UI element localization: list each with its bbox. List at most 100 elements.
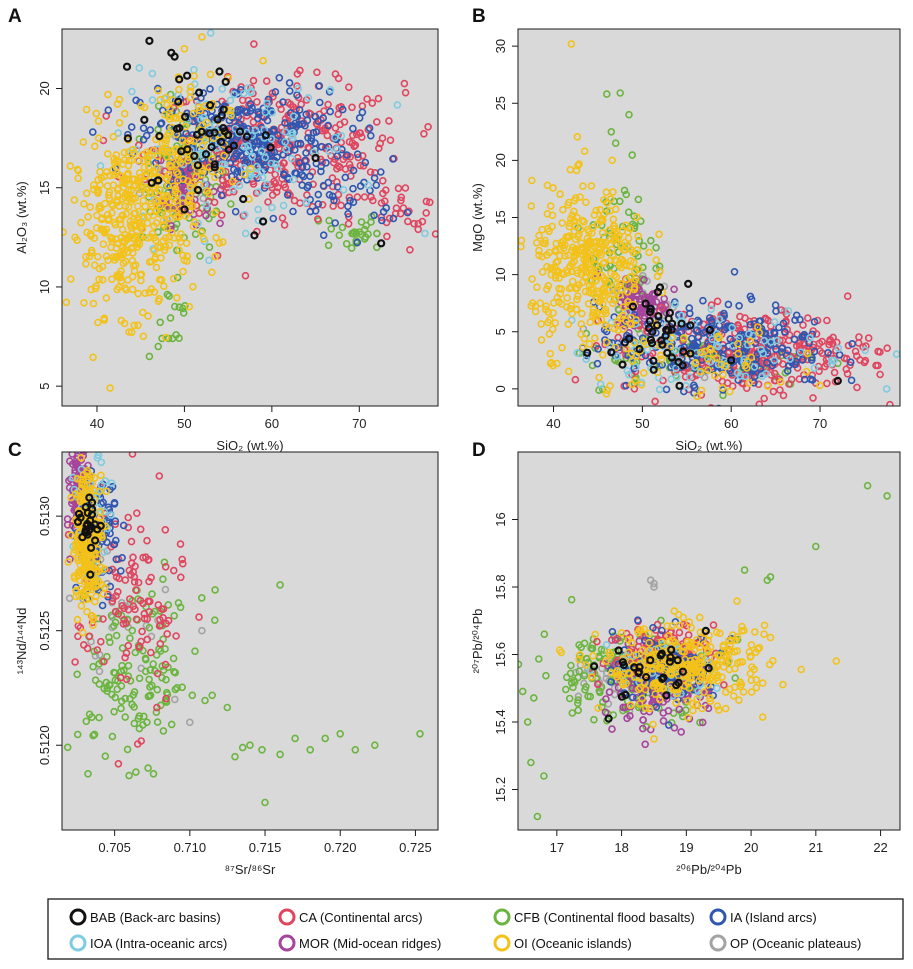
point-ioa: [333, 145, 341, 153]
point-cfb: [102, 678, 111, 687]
x-axis-label: ⁸⁷Sr/⁸⁶Sr: [225, 862, 276, 877]
point-ca: [431, 230, 438, 238]
point-ioa: [100, 548, 108, 556]
point-ioa: [632, 363, 640, 371]
point-cfb: [42, 680, 48, 686]
point-oi: [747, 641, 756, 649]
point-oi: [172, 160, 181, 169]
point-ca: [127, 570, 135, 579]
point-ca: [709, 621, 718, 629]
point-ca: [126, 595, 134, 603]
point-ia: [132, 96, 140, 105]
point-bab: [266, 143, 275, 152]
point-oi: [139, 308, 147, 317]
point-ca: [124, 513, 132, 522]
point-oi: [816, 381, 824, 390]
point-oi: [581, 257, 590, 266]
point-oi: [163, 132, 172, 140]
point-cfb: [179, 304, 187, 313]
point-mor: [68, 452, 76, 458]
point-ia: [349, 124, 357, 133]
point-oi: [150, 222, 158, 230]
point-oi: [119, 160, 127, 168]
y-tick-label: 15: [37, 181, 52, 195]
point-oi: [719, 662, 728, 671]
point-bab: [201, 150, 211, 159]
point-oi: [142, 171, 150, 179]
point-oi: [97, 215, 106, 224]
point-ca: [755, 400, 764, 406]
point-cfb: [586, 692, 595, 701]
point-ca: [164, 616, 173, 625]
point-oi: [527, 302, 536, 310]
point-ia: [358, 108, 367, 117]
point-ca: [401, 88, 410, 97]
point-cfb: [624, 208, 633, 216]
point-bab: [583, 348, 592, 357]
point-ioa: [240, 89, 248, 98]
point-oi: [549, 184, 557, 192]
point-cfb: [352, 229, 361, 237]
point-bab: [667, 353, 677, 362]
point-ia: [311, 139, 319, 147]
point-oi: [42, 300, 48, 306]
point-oi: [185, 302, 194, 311]
point-ia: [285, 87, 294, 95]
point-ca: [249, 76, 258, 85]
point-cfb: [616, 89, 625, 97]
point-ia: [734, 376, 743, 384]
plot-area: [517, 451, 901, 831]
point-cfb: [145, 675, 153, 684]
point-oi: [738, 658, 747, 666]
point-cfb: [567, 661, 575, 670]
point-oi: [700, 688, 708, 697]
point-ca: [385, 214, 394, 223]
point-oi: [584, 299, 593, 308]
point-cfb: [54, 755, 60, 761]
point-oi: [198, 33, 206, 41]
point-ia: [261, 163, 270, 171]
point-ia: [273, 153, 281, 161]
point-ia: [291, 119, 299, 128]
point-cfb: [201, 696, 209, 705]
point-oi: [201, 136, 210, 144]
point-ca: [336, 120, 344, 129]
point-ca: [648, 349, 657, 358]
point-ca: [864, 334, 873, 342]
point-cfb: [370, 741, 379, 750]
point-ioa: [247, 87, 255, 95]
point-oi: [97, 471, 105, 480]
point-cfb: [620, 186, 629, 195]
point-ia: [630, 364, 638, 373]
point-oi: [687, 674, 695, 682]
point-oi: [199, 235, 208, 243]
point-ca: [853, 383, 861, 392]
point-cfb: [291, 734, 299, 743]
point-ioa: [714, 342, 723, 351]
point-ca: [155, 622, 164, 630]
y-axis-label: MgO (wt.%): [470, 183, 485, 252]
point-oi: [737, 680, 746, 689]
point-oi: [673, 689, 682, 698]
point-oi: [576, 193, 584, 201]
x-tick-label: 0.705: [98, 840, 131, 855]
point-oi: [571, 235, 580, 243]
point-oi: [614, 326, 623, 334]
point-oi: [597, 214, 606, 223]
point-ca: [277, 123, 286, 132]
point-oi: [122, 210, 130, 218]
point-oi: [758, 713, 767, 721]
point-oi: [150, 246, 158, 255]
point-ca: [899, 363, 900, 367]
point-cfb: [128, 626, 137, 635]
point-ca: [179, 559, 187, 568]
point-ca: [814, 362, 823, 371]
point-oi: [601, 277, 609, 285]
point-ca: [114, 587, 122, 596]
point-oi: [137, 184, 146, 192]
point-ca: [124, 605, 133, 614]
point-bab: [213, 115, 222, 124]
point-cfb: [338, 223, 347, 232]
point-ia: [110, 498, 119, 507]
point-ia: [251, 158, 260, 166]
